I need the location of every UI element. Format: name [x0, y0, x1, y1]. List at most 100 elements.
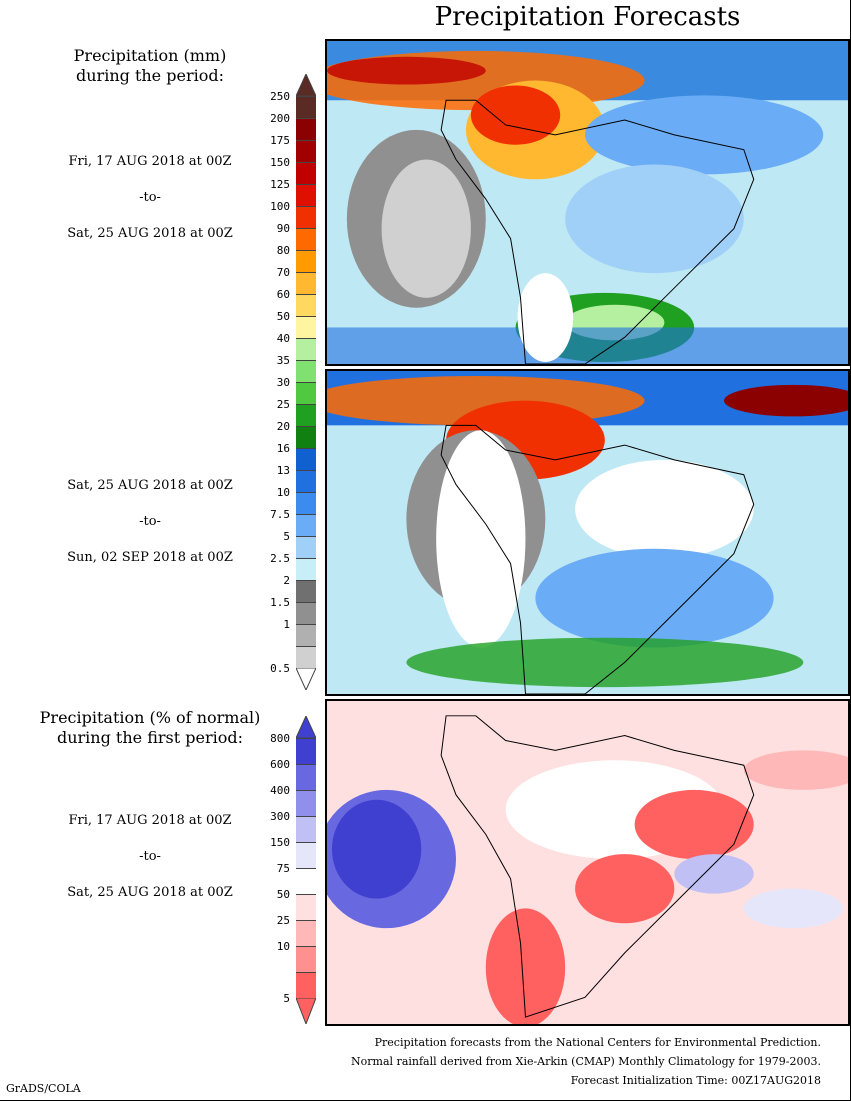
- panel2-sep: -to-: [139, 514, 161, 529]
- precip-colorbar-swatch: [296, 646, 316, 668]
- precip-colorbar-bar: [296, 74, 316, 690]
- precip-colorbar-swatch: [296, 184, 316, 206]
- percent-colorbar-top-arrow: [296, 716, 316, 738]
- footer-notes: Precipitation forecasts from the Nationa…: [351, 1033, 821, 1090]
- precip-colorbar-label: 16: [276, 442, 290, 455]
- precip-colorbar-label: 250: [270, 90, 290, 103]
- precip-colorbar-swatch: [296, 558, 316, 580]
- percent-colorbar-swatch: [296, 920, 316, 946]
- panel3-sep: -to-: [139, 849, 161, 864]
- percent-colorbar-swatch: [296, 842, 316, 868]
- precip-colorbar-swatch: [296, 228, 316, 250]
- precip-colorbar-swatch: [296, 140, 316, 162]
- panel1-sep: -to-: [139, 190, 161, 205]
- precip-colorbar-label: 7.5: [270, 508, 290, 521]
- percent-colorbar-label: 75: [276, 862, 290, 875]
- precip-colorbar-swatch: [296, 96, 316, 118]
- precip-colorbar-swatch: [296, 470, 316, 492]
- precip-colorbar-label: 20: [276, 420, 290, 433]
- panel1-end: Sat, 25 AUG 2018 at 00Z: [67, 226, 233, 241]
- precip-colorbar-label: 0.5: [270, 662, 290, 675]
- grads-credit: GrADS/COLA: [6, 1082, 81, 1095]
- precip-colorbar-swatch: [296, 624, 316, 646]
- panel1-start: Fri, 17 AUG 2018 at 00Z: [68, 154, 232, 169]
- percent-colorbar-label: 25: [276, 914, 290, 927]
- precip-colorbar-swatch: [296, 426, 316, 448]
- precip-colorbar-label: 30: [276, 376, 290, 389]
- percent-colorbar-label: 10: [276, 940, 290, 953]
- percent-colorbar-swatch: [296, 868, 316, 894]
- precip-colorbar-label: 60: [276, 288, 290, 301]
- precip-colorbar-label: 13: [276, 464, 290, 477]
- percent-colorbar-swatch: [296, 790, 316, 816]
- panel1-heading-line2: during the period:: [76, 66, 224, 85]
- precip-colorbar-swatch: [296, 492, 316, 514]
- footer-line3: Forecast Initialization Time: 00Z17AUG20…: [570, 1074, 821, 1087]
- precip-colorbar-label: 80: [276, 244, 290, 257]
- percent-colorbar-swatch: [296, 946, 316, 972]
- precip-colorbar-swatch: [296, 162, 316, 184]
- map-panel-period1: [325, 39, 850, 366]
- percent-colorbar-label: 400: [270, 784, 290, 797]
- percent-colorbar-label: 5: [283, 992, 290, 1005]
- precip-colorbar-label: 50: [276, 310, 290, 323]
- precip-colorbar-swatch: [296, 316, 316, 338]
- panel2-end: Sun, 02 SEP 2018 at 00Z: [67, 550, 233, 565]
- precip-colorbar-swatch: [296, 602, 316, 624]
- percent-normal-map: [327, 701, 848, 1024]
- precip-colorbar-swatch: [296, 536, 316, 558]
- percent-colorbar-label: 600: [270, 758, 290, 771]
- percent-colorbar-label: 50: [276, 888, 290, 901]
- precip-colorbar-label: 25: [276, 398, 290, 411]
- panel3-heading: Precipitation (% of normal) during the f…: [10, 708, 290, 748]
- panel3-period: Fri, 17 AUG 2018 at 00Z -to- Sat, 25 AUG…: [10, 803, 290, 911]
- precip-colorbar-label: 175: [270, 134, 290, 147]
- precip-colorbar-label: 100: [270, 200, 290, 213]
- precip-colorbar-label: 40: [276, 332, 290, 345]
- precip-colorbar-swatch: [296, 294, 316, 316]
- precip-colorbar-swatch: [296, 118, 316, 140]
- percent-colorbar-swatch: [296, 764, 316, 790]
- footer-line2: Normal rainfall derived from Xie-Arkin (…: [351, 1055, 821, 1068]
- precip-colorbar-top-arrow: [296, 74, 316, 96]
- precip-colorbar-label: 35: [276, 354, 290, 367]
- percent-colorbar-swatch: [296, 738, 316, 764]
- map-panel-period2: [325, 369, 850, 696]
- precip-colorbar-swatch: [296, 360, 316, 382]
- panel3-end: Sat, 25 AUG 2018 at 00Z: [67, 885, 233, 900]
- percent-colorbar-label: 300: [270, 810, 290, 823]
- precip-colorbar-label: 70: [276, 266, 290, 279]
- precip-colorbar-label: 200: [270, 112, 290, 125]
- panel1-heading-line1: Precipitation (mm): [73, 46, 227, 65]
- precip-colorbar-swatch: [296, 250, 316, 272]
- percent-colorbar-swatch: [296, 972, 316, 998]
- precip-colorbar-swatch: [296, 404, 316, 426]
- panel2-period: Sat, 25 AUG 2018 at 00Z -to- Sun, 02 SEP…: [10, 468, 290, 576]
- map-panel-percent-normal: [325, 699, 850, 1026]
- precip-colorbar-label: 2: [283, 574, 290, 587]
- percent-colorbar-swatch: [296, 816, 316, 842]
- panel2-start: Sat, 25 AUG 2018 at 00Z: [67, 478, 233, 493]
- precip-map-1: [327, 41, 848, 364]
- percent-colorbar-label: 150: [270, 836, 290, 849]
- precip-colorbar-label: 10: [276, 486, 290, 499]
- precip-colorbar-label: 1: [283, 618, 290, 631]
- precip-colorbar-label: 150: [270, 156, 290, 169]
- footer-line1: Precipitation forecasts from the Nationa…: [374, 1036, 821, 1049]
- panel3-start: Fri, 17 AUG 2018 at 00Z: [68, 813, 232, 828]
- panel3-heading-line1: Precipitation (% of normal): [39, 708, 261, 727]
- precip-colorbar-label: 125: [270, 178, 290, 191]
- precip-colorbar-swatch: [296, 206, 316, 228]
- precip-colorbar-label: 5: [283, 530, 290, 543]
- precip-colorbar-bottom-arrow: [296, 668, 316, 690]
- percent-colorbar-bar: [296, 716, 316, 1024]
- precip-colorbar-swatch: [296, 338, 316, 360]
- precip-colorbar-swatch: [296, 382, 316, 404]
- percent-colorbar-label: 800: [270, 732, 290, 745]
- panel3-heading-line2: during the first period:: [56, 728, 244, 747]
- percent-colorbar-swatch: [296, 894, 316, 920]
- precip-colorbar-swatch: [296, 514, 316, 536]
- panel1-heading: Precipitation (mm) during the period:: [10, 46, 290, 86]
- precip-colorbar-swatch: [296, 272, 316, 294]
- precip-colorbar-swatch: [296, 448, 316, 470]
